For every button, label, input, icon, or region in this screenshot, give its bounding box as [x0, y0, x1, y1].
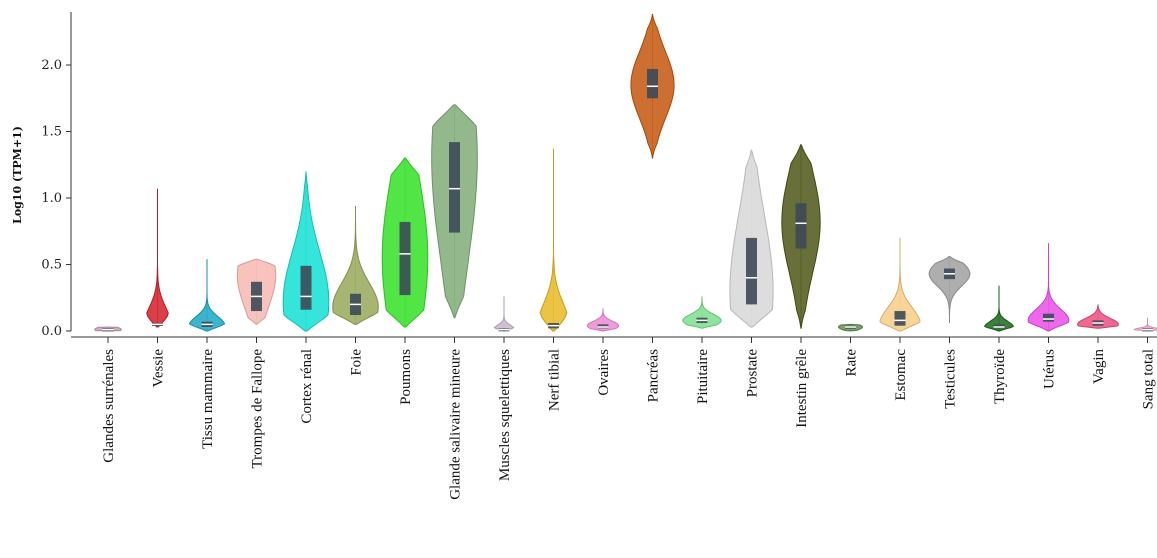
violin-iqr-box — [746, 237, 757, 305]
violin-iqr-box — [647, 68, 658, 99]
violin-12 — [630, 14, 675, 159]
violin-body — [1027, 243, 1070, 332]
violin-19 — [984, 285, 1014, 332]
violin-8 — [431, 104, 478, 319]
x-tick-label: Nerf tibial — [547, 349, 563, 411]
violin-21 — [1077, 304, 1119, 329]
violin-9 — [493, 296, 515, 332]
violin-body — [1077, 304, 1119, 329]
plot-area — [94, 14, 1157, 332]
violin-iqr-box — [894, 311, 906, 326]
violin-iqr-box — [399, 221, 411, 296]
violin-18 — [928, 256, 971, 324]
violin-body — [332, 206, 379, 325]
x-tick-label: Estomac — [893, 349, 909, 401]
x-tick-label: Pituitaire — [695, 349, 711, 404]
y-axis: 0.0 0.5 1.0 1.5 2.0 — [41, 12, 72, 339]
violin-15 — [781, 144, 821, 329]
x-tick-label: Glande salivaire mineure — [448, 349, 464, 500]
y-tick-label: 0.5 — [41, 258, 62, 273]
violin-iqr-box — [795, 203, 807, 249]
x-tick-label: Utérus — [1042, 349, 1058, 389]
x-tick-label: Intestin grêle — [794, 349, 810, 428]
x-tick-label: Trompes de Fallope — [250, 349, 266, 469]
violin-6 — [332, 205, 379, 325]
x-tick-label: Thyroïde — [992, 349, 1008, 404]
violin-11 — [586, 308, 620, 332]
violin-10 — [539, 148, 568, 332]
x-tick-label: Vessie — [151, 349, 167, 388]
violin-body — [682, 296, 722, 329]
violin-1 — [94, 326, 122, 332]
violin-iqr-box — [1043, 313, 1054, 322]
violin-16 — [838, 323, 863, 332]
violin-22 — [1133, 317, 1157, 332]
x-tick-label: Testicules — [943, 349, 959, 409]
violin-body — [493, 296, 515, 332]
y-tick-label: 1.0 — [41, 191, 62, 206]
x-tick-label: Muscles squelettiques — [497, 349, 513, 481]
violin-7 — [381, 157, 429, 328]
x-axis: Glandes surrénales Vessie Tissu mammaire Tr… — [71, 336, 1157, 500]
violin-13 — [682, 296, 722, 329]
violin-17 — [879, 237, 921, 332]
violin-body — [1133, 317, 1157, 332]
x-tick-label: Rate — [844, 349, 860, 377]
violin-body — [146, 188, 169, 328]
x-tick-label: Sang total — [1141, 349, 1157, 409]
violin-body — [879, 237, 921, 332]
x-tick-label: Prostate — [745, 349, 761, 398]
x-tick-label: Ovaires — [596, 349, 612, 396]
violin-20 — [1027, 243, 1070, 332]
y-tick-label: 1.5 — [41, 125, 62, 140]
violin-body — [539, 148, 568, 332]
violin-5 — [282, 171, 330, 332]
x-tick-label: Poumons — [398, 349, 414, 405]
violin-iqr-box — [300, 265, 312, 310]
y-tick-label: 0.0 — [41, 324, 62, 339]
violin-body — [586, 308, 620, 332]
violin-iqr-box — [449, 142, 460, 233]
violin-body — [282, 171, 330, 332]
x-tick-label: Pancréas — [646, 349, 662, 402]
x-tick-label: Glandes surrénales — [101, 349, 117, 463]
violin-body — [928, 256, 971, 323]
x-tick-label: Cortex rénal — [299, 349, 315, 424]
violin-body — [188, 259, 226, 332]
violin-14 — [729, 149, 774, 328]
x-tick-label: Tissu mammaire — [200, 349, 216, 449]
violin-3 — [188, 259, 226, 332]
y-axis-label: Log10 (TPM+1) — [11, 126, 24, 224]
x-tick-label: Foie — [349, 349, 365, 376]
violin-2 — [146, 188, 169, 328]
violin-body — [984, 285, 1014, 332]
x-tick-label: Vagin — [1091, 349, 1107, 384]
violin-4 — [236, 258, 277, 325]
y-tick-label: 2.0 — [41, 58, 62, 73]
